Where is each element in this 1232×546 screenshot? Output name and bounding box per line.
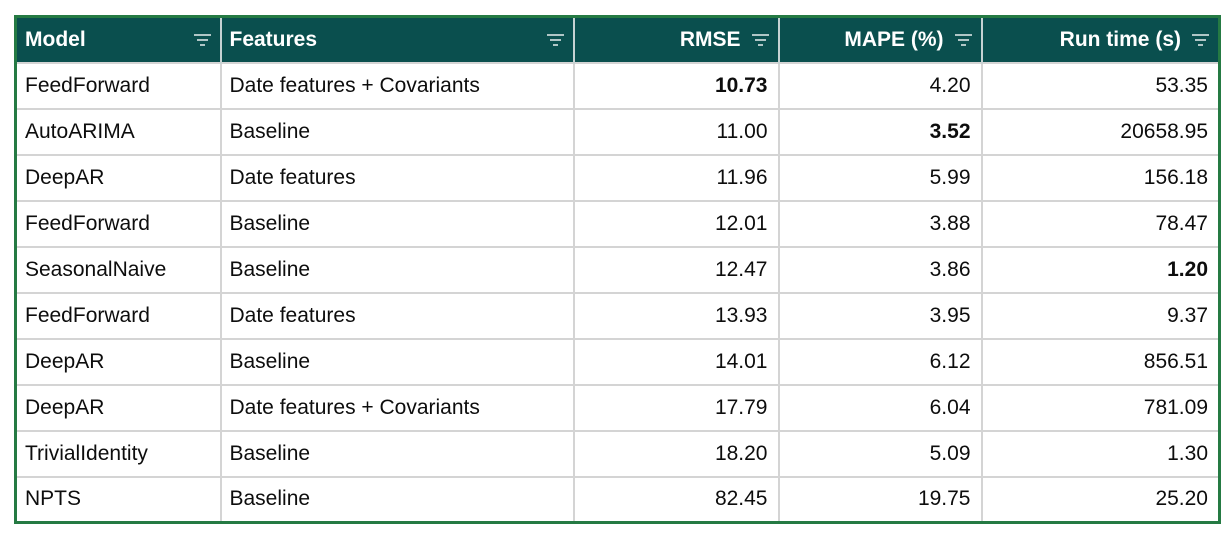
- cell-runtime: 781.09: [980, 383, 1220, 432]
- table-row: FeedForward Baseline 12.01 3.88 78.47: [15, 199, 1220, 248]
- cell-mape: 3.95: [777, 291, 983, 340]
- cell-runtime: 856.51: [980, 337, 1220, 386]
- column-header-mape[interactable]: MAPE (%): [777, 16, 982, 63]
- cell-runtime: 20658.95: [980, 107, 1220, 156]
- cell-model: FeedForward: [15, 291, 222, 340]
- column-header-label: MAPE (%): [844, 27, 944, 51]
- cell-mape: 19.75: [777, 475, 983, 523]
- column-header-runtime[interactable]: Run time (s): [980, 16, 1220, 63]
- cell-runtime: 1.20: [980, 245, 1220, 294]
- table-row: DeepAR Date features + Covariants 17.79 …: [15, 383, 1220, 432]
- cell-mape: 4.20: [777, 61, 983, 110]
- table-row: FeedForward Date features + Covariants 1…: [15, 61, 1220, 110]
- cell-mape: 6.12: [777, 337, 983, 386]
- cell-features: Baseline: [219, 429, 575, 478]
- cell-runtime: 156.18: [980, 153, 1220, 202]
- column-header-model[interactable]: Model: [15, 16, 221, 63]
- column-header-label: Run time (s): [1059, 27, 1181, 51]
- cell-mape: 3.52: [777, 107, 983, 156]
- table-header: Model Features RMSE: [15, 16, 1220, 63]
- cell-model: DeepAR: [15, 153, 222, 202]
- table-row: FeedForward Date features 13.93 3.95 9.3…: [15, 291, 1220, 340]
- table-row: TrivialIdentity Baseline 18.20 5.09 1.30: [15, 429, 1220, 478]
- cell-features: Date features + Covariants: [219, 383, 575, 432]
- results-table-container: Model Features RMSE: [14, 15, 1221, 524]
- cell-model: SeasonalNaive: [15, 245, 222, 294]
- cell-runtime: 53.35: [980, 61, 1220, 110]
- cell-rmse: 17.79: [572, 383, 780, 432]
- cell-rmse: 12.01: [572, 199, 780, 248]
- table-body: FeedForward Date features + Covariants 1…: [15, 61, 1220, 523]
- cell-rmse: 11.00: [572, 107, 780, 156]
- cell-rmse: 18.20: [572, 429, 780, 478]
- cell-mape: 3.88: [777, 199, 983, 248]
- cell-mape: 6.04: [777, 383, 983, 432]
- cell-model: TrivialIdentity: [15, 429, 222, 478]
- cell-runtime: 25.20: [980, 475, 1220, 523]
- column-header-rmse[interactable]: RMSE: [572, 16, 779, 63]
- cell-rmse: 12.47: [572, 245, 780, 294]
- cell-model: DeepAR: [15, 337, 222, 386]
- cell-model: FeedForward: [15, 199, 222, 248]
- cell-mape: 3.86: [777, 245, 983, 294]
- table-row: NPTS Baseline 82.45 19.75 25.20: [15, 475, 1220, 523]
- cell-runtime: 78.47: [980, 199, 1220, 248]
- cell-rmse: 13.93: [572, 291, 780, 340]
- cell-mape: 5.09: [777, 429, 983, 478]
- cell-features: Date features: [219, 291, 575, 340]
- cell-rmse: 11.96: [572, 153, 780, 202]
- cell-features: Baseline: [219, 107, 575, 156]
- filter-icon[interactable]: [193, 33, 212, 46]
- cell-model: AutoARIMA: [15, 107, 222, 156]
- cell-features: Baseline: [219, 199, 575, 248]
- cell-runtime: 9.37: [980, 291, 1220, 340]
- filter-icon[interactable]: [751, 33, 770, 46]
- cell-rmse: 14.01: [572, 337, 780, 386]
- cell-features: Baseline: [219, 475, 575, 523]
- cell-features: Baseline: [219, 337, 575, 386]
- cell-rmse: 82.45: [572, 475, 780, 523]
- header-row: Model Features RMSE: [15, 16, 1220, 63]
- filter-icon[interactable]: [546, 33, 565, 46]
- cell-model: DeepAR: [15, 383, 222, 432]
- cell-model: FeedForward: [15, 61, 222, 110]
- column-header-features[interactable]: Features: [219, 16, 574, 63]
- model-results-table: Model Features RMSE: [14, 15, 1221, 524]
- cell-model: NPTS: [15, 475, 222, 523]
- cell-rmse: 10.73: [572, 61, 780, 110]
- table-row: DeepAR Date features 11.96 5.99 156.18: [15, 153, 1220, 202]
- cell-runtime: 1.30: [980, 429, 1220, 478]
- table-row: SeasonalNaive Baseline 12.47 3.86 1.20: [15, 245, 1220, 294]
- cell-features: Date features: [219, 153, 575, 202]
- cell-mape: 5.99: [777, 153, 983, 202]
- column-header-label: Features: [229, 27, 318, 51]
- cell-features: Date features + Covariants: [219, 61, 575, 110]
- table-row: DeepAR Baseline 14.01 6.12 856.51: [15, 337, 1220, 386]
- column-header-label: Model: [25, 27, 86, 51]
- filter-icon[interactable]: [954, 33, 973, 46]
- table-row: AutoARIMA Baseline 11.00 3.52 20658.95: [15, 107, 1220, 156]
- filter-icon[interactable]: [1191, 33, 1210, 46]
- column-header-label: RMSE: [679, 27, 741, 51]
- cell-features: Baseline: [219, 245, 575, 294]
